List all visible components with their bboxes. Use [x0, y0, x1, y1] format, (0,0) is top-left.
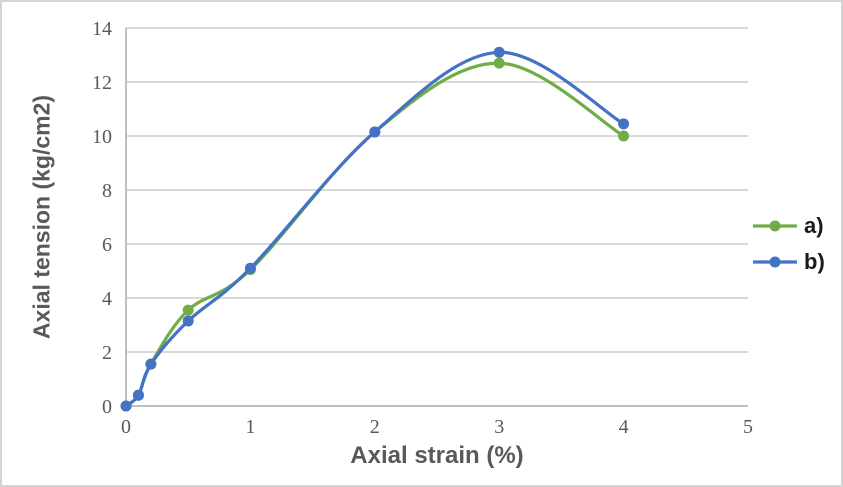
y-tick-label: 12 [92, 72, 112, 94]
data-point-series-a [182, 304, 194, 316]
legend-line-marker-icon [753, 256, 797, 267]
data-point-series-b [145, 358, 157, 370]
legend-label: a) [804, 212, 824, 238]
data-point-series-b [120, 400, 132, 412]
data-point-series-a [493, 57, 505, 69]
data-point-series-b [244, 262, 256, 274]
legend: a) b) [752, 213, 825, 274]
y-tick-label: 14 [92, 18, 112, 40]
legend-item-b[interactable]: b) [752, 249, 825, 274]
y-tick-label: 10 [92, 126, 112, 148]
series-line-a [124, 61, 626, 408]
x-tick-label: 2 [370, 416, 380, 438]
y-axis-title: Axial tension (kg/cm2) [28, 94, 55, 340]
x-tick-label: 5 [743, 416, 753, 438]
x-tick-label: 4 [619, 416, 629, 438]
y-tick-label: 4 [102, 288, 112, 310]
data-point-series-b [369, 126, 381, 138]
y-tick-label: 8 [102, 180, 112, 202]
data-point-series-b [493, 46, 505, 58]
x-tick-label: 1 [245, 416, 255, 438]
x-tick-label: 3 [494, 416, 504, 438]
y-tick-label: 6 [102, 234, 112, 256]
y-tick-label: 0 [102, 396, 112, 418]
data-point-series-a [618, 130, 630, 142]
legend-line-marker-icon [753, 220, 797, 231]
y-tick-label: 2 [102, 342, 112, 364]
legend-item-a[interactable]: a) [752, 213, 825, 238]
x-tick-label: 0 [121, 416, 131, 438]
data-point-series-b [132, 389, 144, 401]
x-axis-title: Axial strain (%) [350, 442, 524, 469]
legend-label: b) [804, 248, 825, 274]
data-point-series-b [618, 118, 630, 130]
data-point-series-b [182, 315, 194, 327]
